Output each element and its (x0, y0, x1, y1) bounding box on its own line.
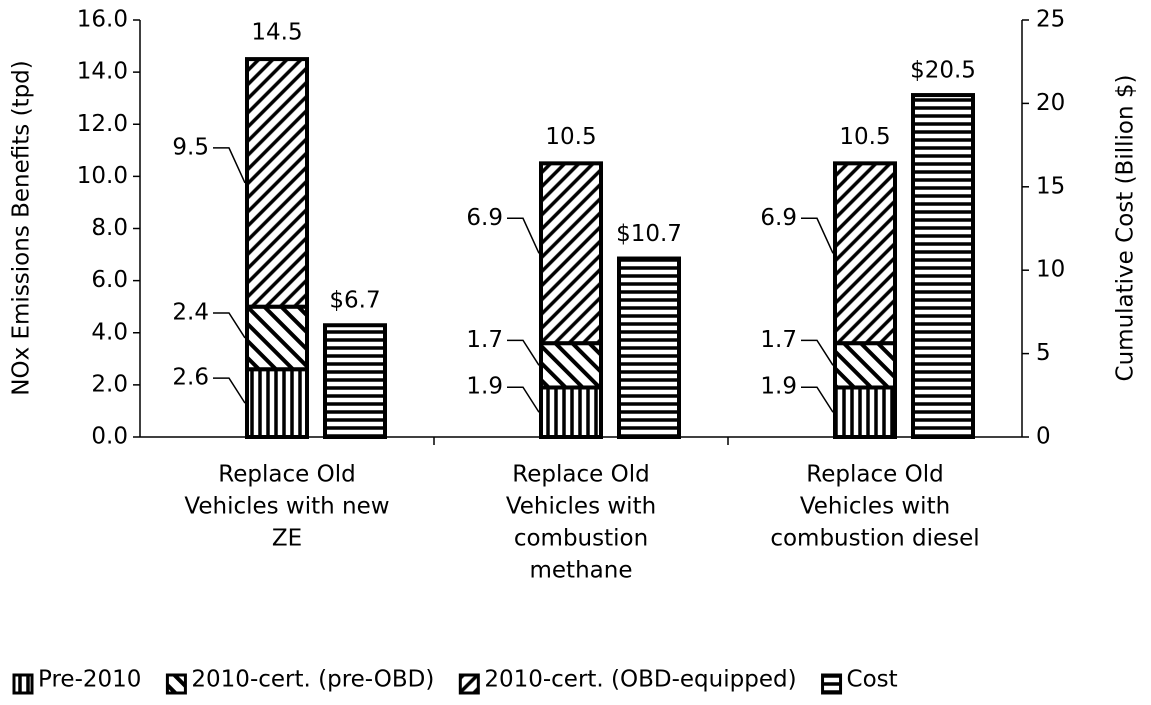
bar-segment (539, 161, 603, 346)
leader-line (507, 386, 540, 413)
data-label: 6.9 (760, 205, 797, 231)
y-tick-label: 2.0 (91, 371, 128, 397)
leader-line (507, 339, 540, 366)
cost-bar (323, 323, 387, 439)
total-label: 14.5 (251, 20, 302, 46)
y-tick-label: 16.0 (77, 7, 128, 33)
y2-tick-label: 25 (1036, 7, 1065, 33)
leader-line (213, 147, 246, 184)
leader-line (507, 217, 540, 254)
x-tick-label: combustion (514, 526, 648, 552)
data-label: 2.4 (172, 299, 209, 325)
legend-swatch (821, 673, 843, 695)
x-tick-label: Replace Old (218, 462, 355, 488)
bar-segment (245, 57, 309, 309)
y2-tick-label: 5 (1036, 340, 1051, 366)
legend-label: Pre-2010 (38, 667, 141, 693)
legend-label: 2010-cert. (pre-OBD) (191, 667, 434, 693)
y-tick-label: 0.0 (91, 424, 128, 450)
cost-bar (617, 256, 681, 439)
x-tick-label: Vehicles with (800, 494, 950, 520)
legend-swatch (165, 673, 187, 695)
data-label: 1.7 (760, 327, 797, 353)
data-label: 1.9 (466, 374, 503, 400)
total-label: 10.5 (545, 124, 596, 150)
leader-line (213, 377, 246, 404)
data-label: $10.7 (616, 221, 682, 247)
leader-line (801, 217, 834, 254)
y-tick-label: 10.0 (77, 163, 128, 189)
y2-tick-label: 0 (1036, 424, 1051, 450)
data-label: $6.7 (329, 288, 380, 314)
bar-segment (245, 367, 309, 439)
bar-segment (539, 341, 603, 390)
x-tick-label: combustion diesel (770, 526, 979, 552)
y-tick-label: 14.0 (77, 59, 128, 85)
bar-segment (539, 385, 603, 440)
y2-tick-label: 15 (1036, 173, 1065, 199)
data-label: 1.9 (760, 374, 797, 400)
bar-segment (833, 341, 897, 390)
data-label: 1.7 (466, 327, 503, 353)
data-label: 2.6 (172, 365, 209, 391)
legend-swatch (12, 673, 34, 695)
y-tick-label: 4.0 (91, 319, 128, 345)
legend-swatch (458, 673, 480, 695)
x-tick-label: methane (530, 558, 633, 584)
data-label: 6.9 (466, 205, 503, 231)
bar-segment (833, 161, 897, 346)
y-tick-label: 6.0 (91, 267, 128, 293)
bar-segment (833, 385, 897, 440)
x-tick-label: Replace Old (806, 462, 943, 488)
legend-label: 2010-cert. (OBD-equipped) (484, 667, 796, 693)
leader-line (801, 386, 834, 413)
x-tick-label: Vehicles with new (184, 494, 389, 520)
leader-line (801, 339, 834, 366)
data-label: 9.5 (172, 134, 209, 160)
data-label: $20.5 (910, 58, 976, 84)
cost-bar (911, 93, 975, 439)
total-label: 10.5 (839, 124, 890, 150)
x-tick-label: ZE (272, 526, 302, 552)
y-tick-label: 8.0 (91, 215, 128, 241)
y2-axis-title: Cumulative Cost (Billion $) (1113, 75, 1139, 382)
x-tick-label: Replace Old (512, 462, 649, 488)
bar-segment (245, 304, 309, 372)
leader-line (213, 312, 246, 339)
y-axis-title: NOx Emissions Benefits (tpd) (9, 60, 35, 395)
y-tick-label: 12.0 (77, 111, 128, 137)
x-tick-label: Vehicles with (506, 494, 656, 520)
y2-tick-label: 10 (1036, 257, 1065, 283)
legend-label: Cost (847, 667, 898, 693)
y2-tick-label: 20 (1036, 90, 1065, 116)
